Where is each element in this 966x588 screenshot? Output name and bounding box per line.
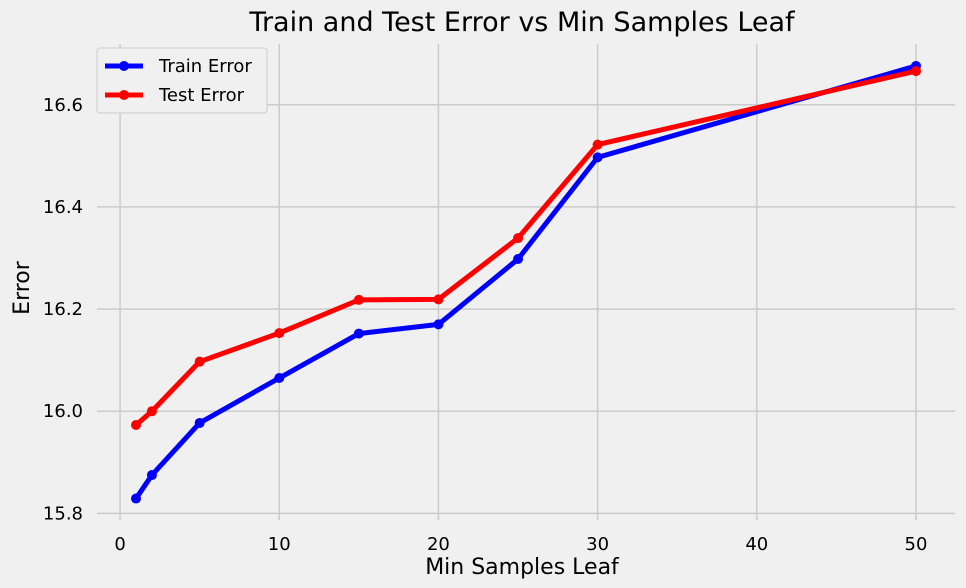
x-tick-label: 0	[114, 534, 125, 555]
y-tick-label: 16.0	[43, 401, 83, 422]
chart-title: Train and Test Error vs Min Samples Leaf	[248, 7, 796, 38]
series-layer	[131, 60, 921, 504]
data-point	[131, 493, 141, 504]
data-point	[513, 254, 524, 265]
data-point	[433, 319, 444, 330]
data-point	[433, 294, 444, 305]
tick-layer: 0 10 20 30 40 50 15.8 16.0 16.2 16.4 16.6	[43, 95, 928, 555]
data-point	[274, 328, 285, 339]
x-axis-label: Min Samples Leaf	[425, 555, 620, 580]
y-tick-label: 16.2	[43, 299, 83, 320]
legend-label-test: Test Error	[158, 85, 245, 106]
data-point	[146, 406, 157, 417]
y-tick-label: 15.8	[43, 503, 83, 524]
data-point	[911, 66, 921, 77]
legend-marker-test	[119, 90, 129, 100]
series-test-error	[131, 66, 921, 430]
data-point	[194, 356, 205, 367]
data-point	[513, 233, 524, 244]
series-train-error	[131, 60, 921, 504]
legend: Train Error Test Error	[96, 47, 268, 114]
y-axis-label: Error	[10, 260, 35, 315]
y-tick-label: 16.4	[43, 197, 83, 218]
data-point	[146, 470, 157, 481]
x-tick-label: 20	[427, 534, 450, 555]
data-point	[274, 373, 285, 384]
x-tick-label: 30	[586, 534, 609, 555]
legend-marker-train	[119, 61, 129, 71]
x-tick-label: 50	[905, 534, 928, 555]
legend-label-train: Train Error	[158, 56, 252, 77]
data-point	[353, 294, 364, 305]
x-tick-label: 10	[268, 534, 291, 555]
data-point	[194, 417, 205, 428]
data-point	[592, 139, 603, 150]
grid	[97, 44, 955, 520]
data-point	[353, 328, 364, 339]
data-point	[592, 152, 603, 163]
x-tick-label: 40	[745, 534, 768, 555]
y-tick-label: 16.6	[43, 95, 83, 116]
data-point	[131, 420, 141, 430]
